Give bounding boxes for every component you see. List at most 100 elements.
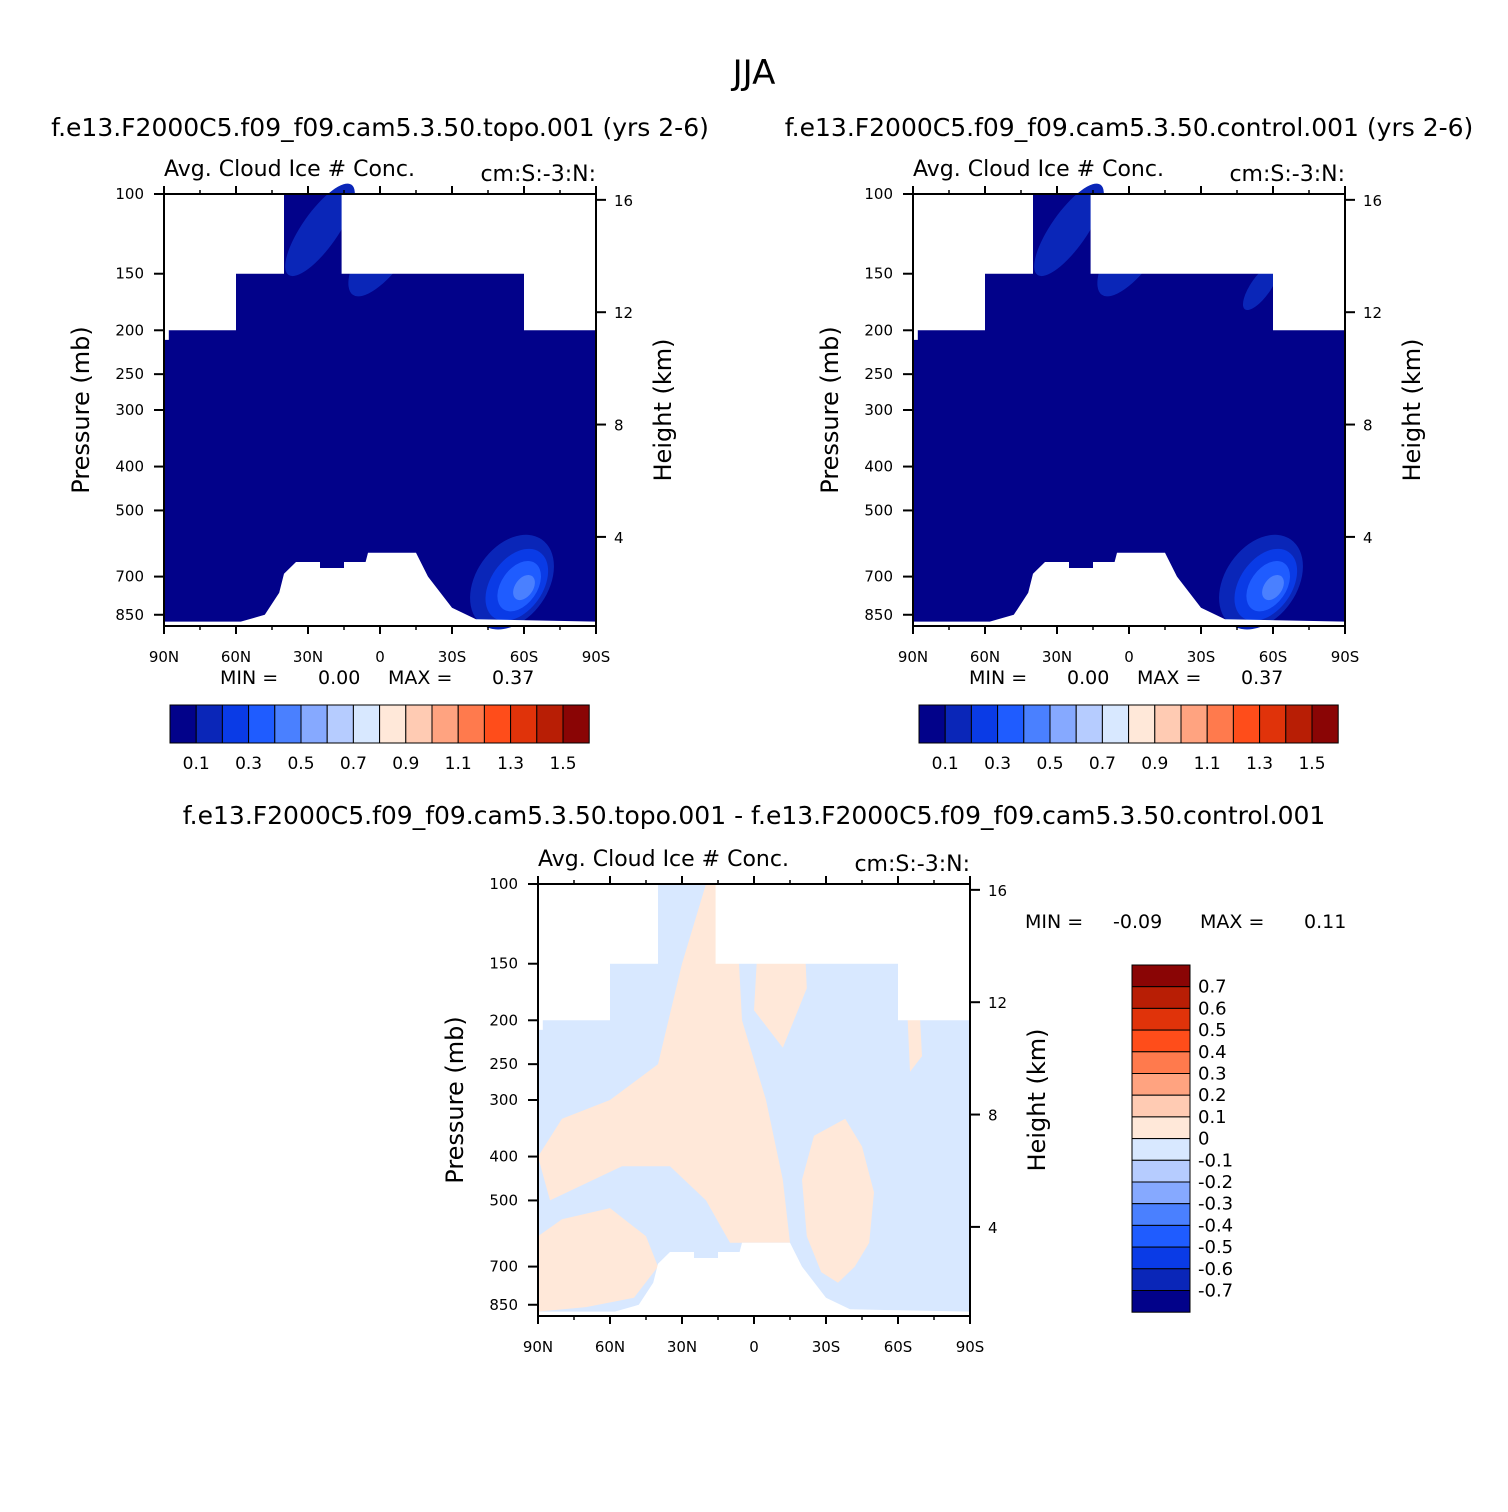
colorbar-label: -0.2 [1198, 1172, 1233, 1193]
y-tick-label: 400 [489, 1148, 518, 1166]
x-tick-label: 60N [970, 648, 1000, 666]
y-tick-label: 300 [489, 1091, 518, 1109]
colorbar-label: 0.5 [287, 754, 314, 774]
colorbar-label: 0.9 [1141, 754, 1168, 774]
panel-control: 90N 60N 30N 0 30S 60S 90S 100 150 200 250 300 400 500… [785, 113, 1474, 774]
x-tick-label: 90S [956, 1338, 985, 1356]
colorbar-box [1131, 1029, 1191, 1053]
colorbar-box [195, 704, 223, 744]
colorbar-box [918, 704, 946, 744]
y2-tick-label: 16 [614, 192, 633, 210]
colorbar-box [457, 704, 485, 744]
y-tick-label: 300 [864, 401, 893, 419]
colorbar-label: 0.6 [1198, 998, 1227, 1019]
subtitle-variable: Avg. Cloud Ice # Conc. [538, 847, 789, 872]
x-tick-label: 60S [1259, 648, 1288, 666]
field-positive-patch [802, 1118, 874, 1283]
colorbar-box [1131, 1246, 1191, 1270]
field-contour-max-core [1262, 574, 1284, 601]
min-value: 0.00 [1067, 667, 1109, 689]
panel-difference: 90N 60N 30N 0 30S 60S 90S 100 150 200 250 300 400 500… [183, 801, 1347, 1356]
colorbar-label: 0.1 [932, 754, 959, 774]
x-tick-label: 30S [1187, 648, 1216, 666]
colorbar-box [1285, 704, 1313, 744]
y2-tick-label: 12 [988, 994, 1007, 1012]
x-tick-label: 90N [149, 648, 179, 666]
field-positive-patch [538, 1208, 658, 1312]
subtitle-units: cm:S:-3:N: [480, 162, 596, 187]
colorbar-label: 0.3 [984, 754, 1011, 774]
colorbar-label: 0.9 [392, 754, 419, 774]
colorbar-box [1232, 704, 1261, 744]
y-tick-label: 200 [489, 1011, 518, 1029]
x-tick-label: 0 [1124, 648, 1134, 666]
x-tick-label: 30N [667, 1338, 697, 1356]
y-tick-label: 850 [489, 1296, 518, 1314]
y-tick-label: 100 [115, 185, 144, 203]
y-tick-label: 200 [864, 321, 893, 339]
colorbar-label: 0.3 [235, 754, 262, 774]
colorbar-box [1131, 986, 1191, 1009]
y-tick-label: 400 [115, 458, 144, 476]
x-tick-label: 0 [375, 648, 385, 666]
field-contour-upper-c [1242, 262, 1280, 311]
colorbar-box [510, 704, 538, 744]
y-tick-label: 150 [489, 955, 518, 973]
colorbar-box [536, 704, 564, 744]
y-tick-label: 100 [489, 875, 518, 893]
colorbar-box [169, 704, 197, 744]
y2-tick-label: 4 [988, 1219, 998, 1237]
y2-axis-label: Height (km) [1398, 339, 1426, 482]
colorbar-label: -0.1 [1198, 1150, 1233, 1171]
x-tick-label: 0 [749, 1338, 759, 1356]
colorbar-box [1131, 1073, 1191, 1096]
colorbar-box [1131, 1094, 1191, 1118]
colorbar-box [1154, 704, 1182, 744]
colorbar-label: -0.7 [1198, 1281, 1233, 1302]
max-label: MAX = [388, 667, 452, 689]
x-tick-label: 90S [582, 648, 611, 666]
ground-mask [164, 552, 596, 626]
colorbar-label: 0.7 [1089, 754, 1116, 774]
y-tick-label: 100 [864, 185, 893, 203]
colorbar-box [1049, 704, 1077, 744]
colorbar-label: 1.5 [549, 754, 576, 774]
colorbar-box [1131, 1203, 1191, 1226]
subtitle-variable: Avg. Cloud Ice # Conc. [164, 157, 415, 182]
y-axis-label: Pressure (mb) [441, 1016, 469, 1183]
colorbar-label: -0.6 [1198, 1259, 1233, 1280]
ground-mask [913, 552, 1345, 626]
ground-mask [538, 1242, 970, 1316]
max-label: MAX = [1200, 911, 1264, 933]
y-axis-label: Pressure (mb) [67, 326, 95, 493]
top-mask [913, 194, 1345, 340]
min-label: MIN = [969, 667, 1027, 689]
colorbar-label: 0.7 [1198, 977, 1227, 998]
y-axis-label: Pressure (mb) [816, 326, 844, 493]
colorbar-box [1180, 704, 1208, 744]
x-tick-label: 90N [898, 648, 928, 666]
subtitle-variable: Avg. Cloud Ice # Conc. [913, 157, 1164, 182]
colorbar-box [1259, 704, 1287, 744]
y2-tick-label: 16 [1363, 192, 1382, 210]
colorbar-box [274, 704, 302, 744]
y-tick-label: 700 [115, 568, 144, 586]
colorbar-box [1206, 704, 1234, 744]
field-contour-upper-a [1034, 183, 1104, 277]
y2-tick-label: 12 [614, 304, 633, 322]
panel-title: f.e13.F2000C5.f09_f09.cam5.3.50.topo.001… [51, 113, 709, 142]
colorbar-box [1131, 964, 1191, 988]
colorbar-box [483, 704, 512, 744]
max-value: 0.37 [1241, 667, 1283, 689]
y2-axis-label: Height (km) [649, 339, 677, 482]
y-tick-label: 200 [115, 321, 144, 339]
y2-tick-label: 16 [988, 882, 1007, 900]
max-label: MAX = [1137, 667, 1201, 689]
colorbar-box [221, 704, 250, 744]
colorbar-label: 0.2 [1198, 1085, 1227, 1106]
colorbar-label: 0.7 [340, 754, 367, 774]
y-tick-label: 850 [864, 606, 893, 624]
top-mask [538, 884, 970, 1030]
colorbar-label: 1.3 [1246, 754, 1273, 774]
